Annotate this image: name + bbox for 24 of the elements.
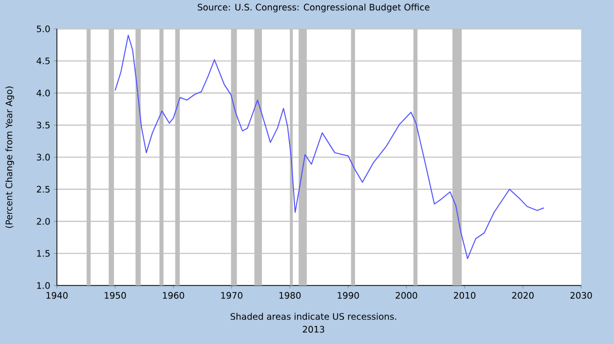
x-tick-label: 1950 <box>104 292 126 299</box>
y-tick-label: 3.0 <box>36 154 50 160</box>
x-tick-label: 2010 <box>454 292 476 299</box>
line-series <box>114 34 544 259</box>
x-tick-label: 1990 <box>338 292 359 299</box>
y-tick-label: 1.5 <box>37 250 50 257</box>
x-tick-label: 2000 <box>396 292 418 299</box>
x-tick-label: 1980 <box>280 292 301 299</box>
y-axis-title: (Percent Change from Year Ago) <box>5 86 14 228</box>
y-tick-label: 5.0 <box>36 25 50 32</box>
text: 2013 <box>302 326 324 333</box>
y-tick-label: 3.5 <box>36 122 50 128</box>
x-tick-label: 1960 <box>163 292 184 299</box>
y-tick-label: 4.0 <box>36 90 50 96</box>
source-note: Source: U.S. Congress: Congressional Budget Office <box>198 4 430 12</box>
y-tick-label: 2.0 <box>36 218 50 225</box>
y-tick-label: 1.0 <box>37 282 50 289</box>
y-tick-label: 2.5 <box>36 186 50 193</box>
x-tick-label: 2030 <box>570 292 592 299</box>
text: Shaded areas indicate US recessions. <box>230 312 396 320</box>
x-tick-label: 2020 <box>512 292 534 299</box>
y-tick-label: 4.5 <box>36 58 50 64</box>
x-tick-label: 1940 <box>46 292 68 299</box>
x-tick-label: 1970 <box>221 292 242 299</box>
